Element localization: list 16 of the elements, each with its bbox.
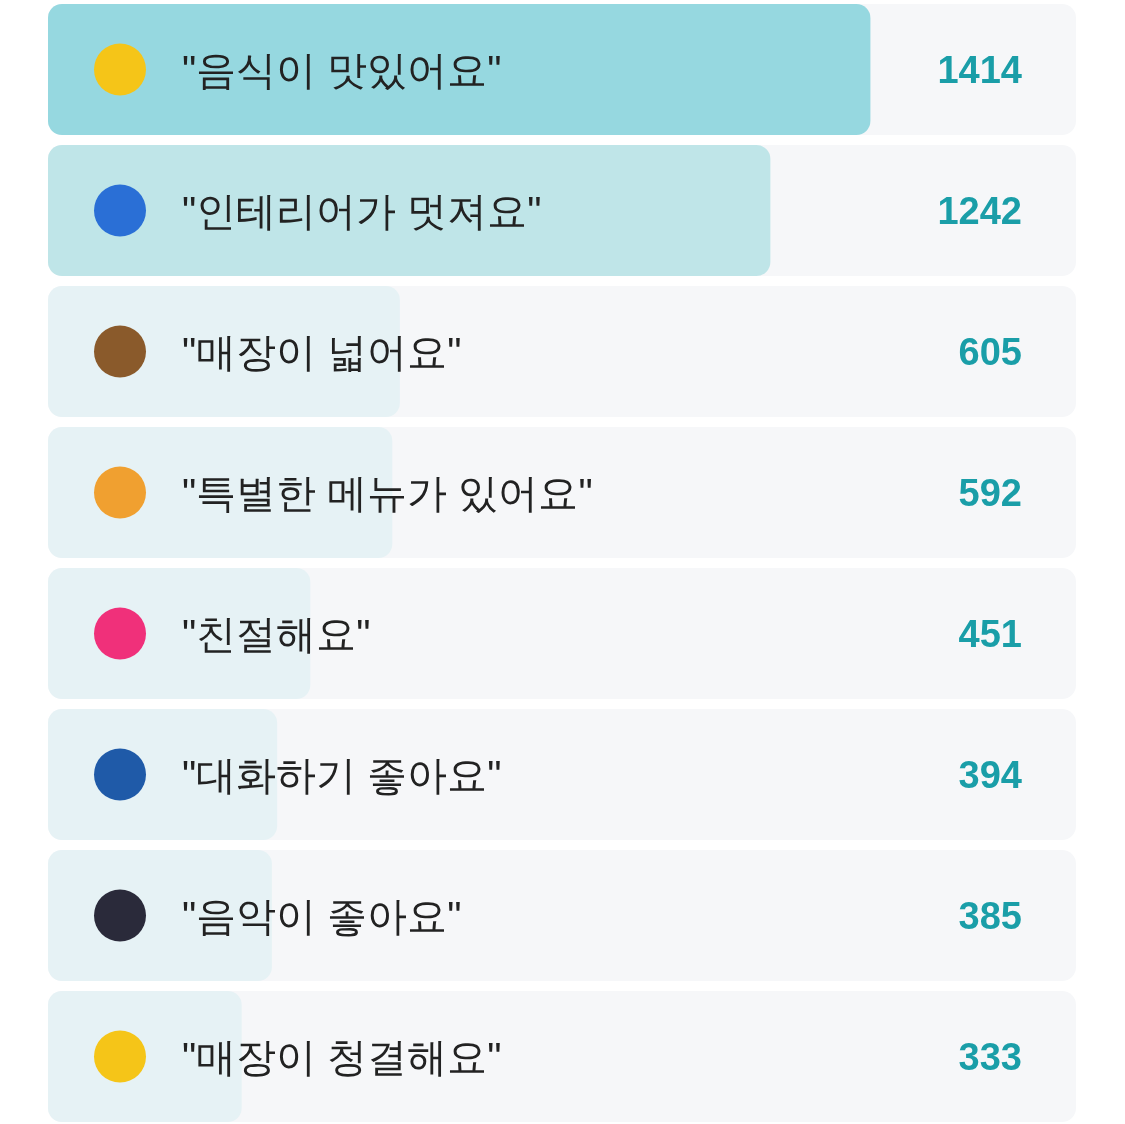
y-tick-label: "대화하기 좋아요" bbox=[182, 752, 502, 797]
y-tick-label: "친절해요" bbox=[182, 611, 371, 656]
data-label: 1242 bbox=[937, 189, 1022, 232]
y-tick-label: "음악이 좋아요" bbox=[182, 893, 462, 938]
y-tick-label: "매장이 넓어요" bbox=[182, 329, 462, 374]
data-label: 385 bbox=[958, 894, 1022, 937]
data-label: 394 bbox=[958, 753, 1022, 796]
data-label: 451 bbox=[958, 612, 1022, 655]
data-label: 333 bbox=[958, 1035, 1022, 1078]
y-tick-label: "인테리어가 멋져요" bbox=[182, 188, 542, 233]
data-label: 605 bbox=[958, 330, 1022, 373]
y-tick-label: "음식이 맛있어요" bbox=[182, 47, 502, 92]
data-label: 592 bbox=[958, 471, 1022, 514]
y-tick-label: "특별한 메뉴가 있어요" bbox=[182, 470, 593, 515]
y-tick-label: "매장이 청결해요" bbox=[182, 1034, 502, 1079]
data-label: 1414 bbox=[937, 48, 1022, 91]
